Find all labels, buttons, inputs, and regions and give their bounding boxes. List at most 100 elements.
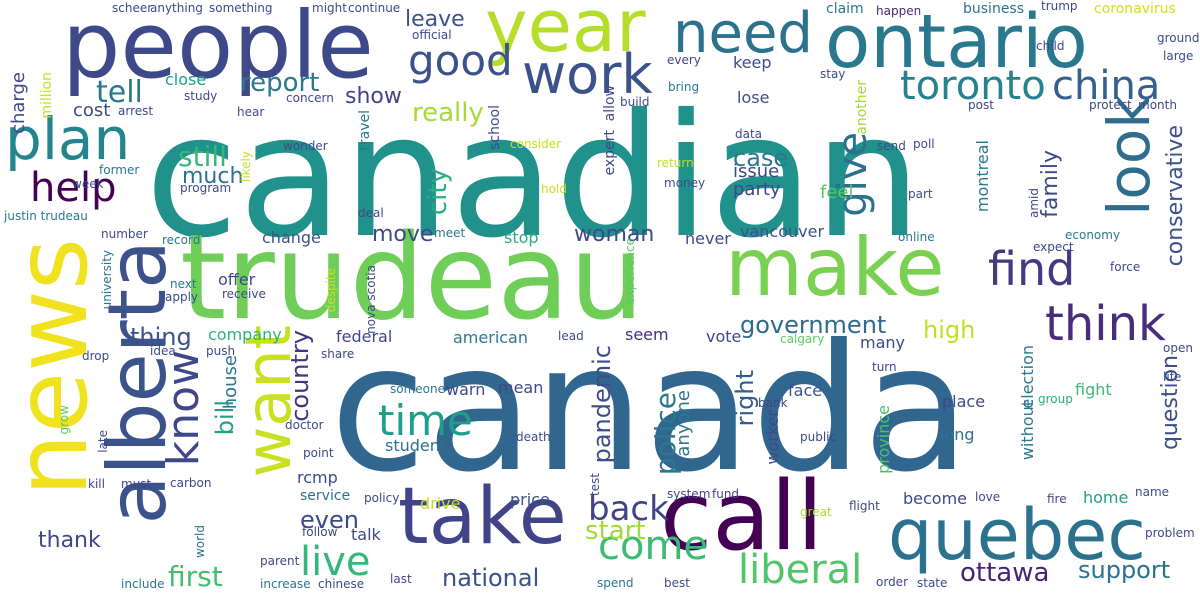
cloud-word-idea: idea: [150, 344, 176, 358]
cloud-word-another: another: [854, 80, 870, 135]
cloud-word-study: study: [184, 89, 218, 103]
cloud-word-stay: stay: [820, 67, 846, 81]
cloud-word-pandemic: pandemic: [588, 345, 616, 464]
cloud-word-week: week: [72, 177, 104, 191]
cloud-word-come: come: [598, 523, 709, 569]
cloud-word-service: service: [300, 488, 351, 504]
cloud-word-national: national: [442, 564, 540, 592]
cloud-word-liberal: liberal: [738, 547, 863, 593]
cloud-word-order: order: [876, 575, 908, 589]
cloud-word-continue: continue: [348, 1, 401, 15]
cloud-word-experience: experience: [623, 238, 637, 305]
cloud-word-family: family: [1038, 150, 1063, 218]
cloud-word-public: public: [800, 430, 837, 444]
cloud-word-next: next: [170, 277, 197, 291]
cloud-word-seem: seem: [625, 325, 669, 344]
cloud-word-something: something: [209, 1, 273, 15]
cloud-word-name: name: [1135, 485, 1170, 499]
cloud-word-become: become: [903, 489, 968, 508]
cloud-word-work: work: [522, 43, 653, 106]
cloud-word-feel: feel: [820, 182, 854, 203]
cloud-word-high: high: [923, 316, 976, 344]
cloud-word-year: year: [485, 0, 646, 68]
cloud-word-receive: receive: [222, 287, 266, 301]
cloud-word-test: test: [588, 473, 602, 497]
cloud-word-live: live: [300, 539, 371, 585]
cloud-word-much: much: [182, 164, 244, 189]
cloud-word-mean: mean: [498, 378, 544, 397]
cloud-word-federal: federal: [336, 327, 393, 346]
cloud-word-bank: bank: [758, 396, 788, 410]
cloud-word-return: return: [657, 156, 694, 170]
cloud-word-rcmp: rcmp: [297, 468, 338, 487]
cloud-word-back: back: [588, 489, 669, 529]
cloud-word-american: american: [453, 328, 528, 347]
cloud-word-home: home: [1083, 488, 1129, 507]
cloud-word-ontario: ontario: [825, 0, 1088, 85]
cloud-word-coronavirus: coronavirus: [1094, 1, 1176, 17]
cloud-word-money: money: [664, 176, 706, 190]
cloud-word-canadian: canadian: [145, 78, 922, 276]
cloud-word-allow: allow: [602, 85, 618, 122]
cloud-word-thing: thing: [130, 323, 192, 351]
cloud-word-world: world: [193, 525, 207, 559]
cloud-word-long: long: [940, 425, 975, 444]
cloud-word-cost: cost: [73, 100, 111, 121]
cloud-word-expect: expect: [1033, 240, 1074, 254]
cloud-word-open: open: [1163, 341, 1193, 355]
cloud-word-place: place: [942, 392, 986, 411]
cloud-word-force: force: [1110, 260, 1141, 274]
cloud-word-still: still: [178, 140, 227, 173]
cloud-word-carbon: carbon: [170, 476, 212, 490]
cloud-word-push: push: [206, 344, 236, 358]
cloud-word-must: must: [121, 477, 152, 491]
cloud-word-large: large: [1163, 49, 1194, 63]
cloud-word-leave: leave: [405, 7, 465, 32]
cloud-word-university: university: [100, 250, 114, 310]
cloud-word-vancouver: vancouver: [740, 222, 825, 241]
cloud-word-price: price: [510, 490, 550, 509]
cloud-word-anyone: anyone: [673, 390, 694, 457]
cloud-word-offer: offer: [218, 270, 256, 289]
cloud-word-post: post: [968, 98, 994, 112]
cloud-word-good: good: [408, 36, 513, 85]
cloud-word-poll: poll: [913, 137, 935, 151]
cloud-word-justin-trudeau: justin trudeau: [4, 209, 88, 223]
cloud-word-woman: woman: [574, 222, 655, 247]
cloud-word-china: china: [1052, 63, 1161, 109]
cloud-word-nova-scotia: nova scotia: [364, 265, 378, 334]
cloud-word-fire: fire: [1047, 492, 1067, 506]
cloud-word-expert: expert: [602, 130, 618, 176]
cloud-word-news: news: [0, 238, 110, 497]
cloud-word-help: help: [30, 165, 117, 211]
cloud-word-former: former: [99, 163, 140, 177]
cloud-word-show: show: [345, 84, 402, 109]
cloud-word-ground: ground: [1157, 31, 1200, 45]
cloud-word-system: system: [667, 487, 711, 501]
cloud-word-deal: deal: [358, 206, 384, 220]
cloud-word-drive: drive: [420, 494, 461, 513]
cloud-word-people: people: [62, 0, 374, 99]
cloud-word-country: country: [286, 330, 314, 422]
cloud-word-call: call: [660, 462, 824, 572]
cloud-word-every: every: [667, 53, 701, 67]
cloud-word-many: many: [860, 333, 905, 352]
cloud-word-bring: bring: [668, 80, 700, 94]
cloud-word-number: number: [101, 227, 148, 241]
cloud-word-chinese: chinese: [318, 577, 365, 591]
cloud-word-official: official: [412, 28, 452, 42]
cloud-word-think: think: [1045, 296, 1166, 352]
cloud-word-fight: fight: [1075, 380, 1112, 399]
cloud-word-scheer: scheer: [112, 1, 153, 15]
cloud-word-calgary: calgary: [780, 332, 825, 346]
cloud-word-worker: worker: [763, 410, 782, 465]
cloud-word-fund: fund: [712, 487, 740, 501]
cloud-word-million: million: [39, 72, 55, 119]
cloud-word-best: best: [664, 576, 690, 590]
cloud-word-send: send: [877, 139, 906, 153]
cloud-word-follow: follow: [302, 525, 338, 539]
cloud-word-keep: keep: [733, 53, 772, 72]
cloud-word-montreal: montreal: [973, 140, 992, 213]
cloud-word-close: close: [165, 70, 207, 89]
cloud-word-despite: despite: [324, 268, 338, 313]
